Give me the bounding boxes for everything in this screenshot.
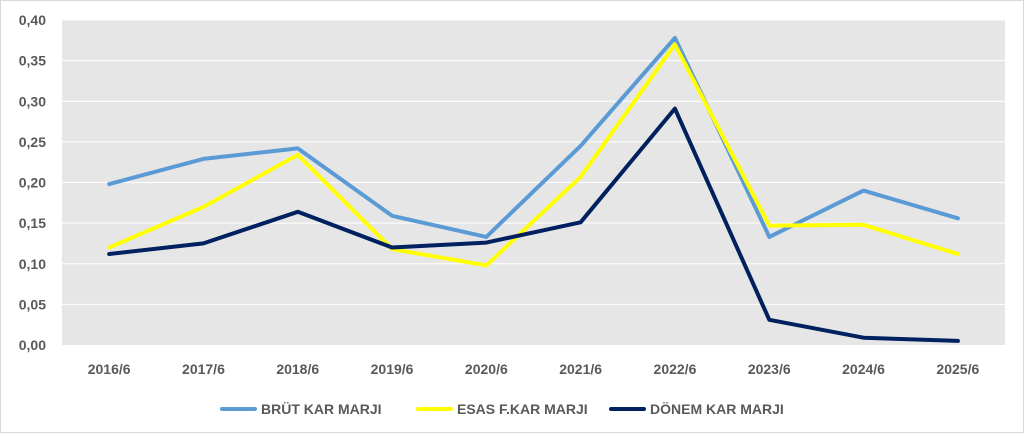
legend-item: DÖNEM KAR MARJI <box>609 401 784 417</box>
y-tick-label: 0,20 <box>19 175 46 191</box>
x-tick-label: 2019/6 <box>371 361 414 377</box>
x-axis-ticks: 2016/6 2017/6 2018/6 2019/6 2020/6 2021/6 2022… <box>88 361 980 377</box>
y-tick-label: 0,40 <box>19 12 46 28</box>
x-tick-label: 2023/6 <box>748 361 791 377</box>
series-line-3 <box>107 106 960 343</box>
y-tick-label: 0,00 <box>19 337 46 353</box>
x-tick-label: 2016/6 <box>88 361 131 377</box>
y-axis-ticks: 0,00 0,05 0,10 0,15 0,20 0,25 0,30 0,35 0,40 <box>19 12 46 353</box>
series-line-1 <box>107 35 960 239</box>
x-tick-label: 2024/6 <box>842 361 885 377</box>
x-tick-label: 2025/6 <box>936 361 979 377</box>
legend-label: ESAS F.KAR MARJI <box>457 401 588 417</box>
y-tick-label: 0,25 <box>19 134 46 150</box>
legend-item: BRÜT KAR MARJI <box>220 401 382 417</box>
x-tick-label: 2020/6 <box>465 361 508 377</box>
legend-item: ESAS F.KAR MARJI <box>416 401 588 417</box>
y-tick-label: 0,30 <box>19 93 46 109</box>
y-tick-label: 0,05 <box>19 296 46 312</box>
y-tick-label: 0,10 <box>19 256 46 272</box>
x-tick-label: 2017/6 <box>182 361 225 377</box>
y-tick-label: 0,35 <box>19 53 46 69</box>
x-tick-label: 2018/6 <box>276 361 319 377</box>
y-tick-label: 0,15 <box>19 215 46 231</box>
x-tick-label: 2022/6 <box>654 361 697 377</box>
legend-label: DÖNEM KAR MARJI <box>650 401 784 417</box>
legend-label: BRÜT KAR MARJI <box>261 401 382 417</box>
series-lines <box>107 35 960 343</box>
series-line-2 <box>107 42 960 268</box>
x-tick-label: 2021/6 <box>559 361 602 377</box>
legend: BRÜT KAR MARJI ESAS F.KAR MARJI DÖNEM KAR … <box>220 401 784 417</box>
